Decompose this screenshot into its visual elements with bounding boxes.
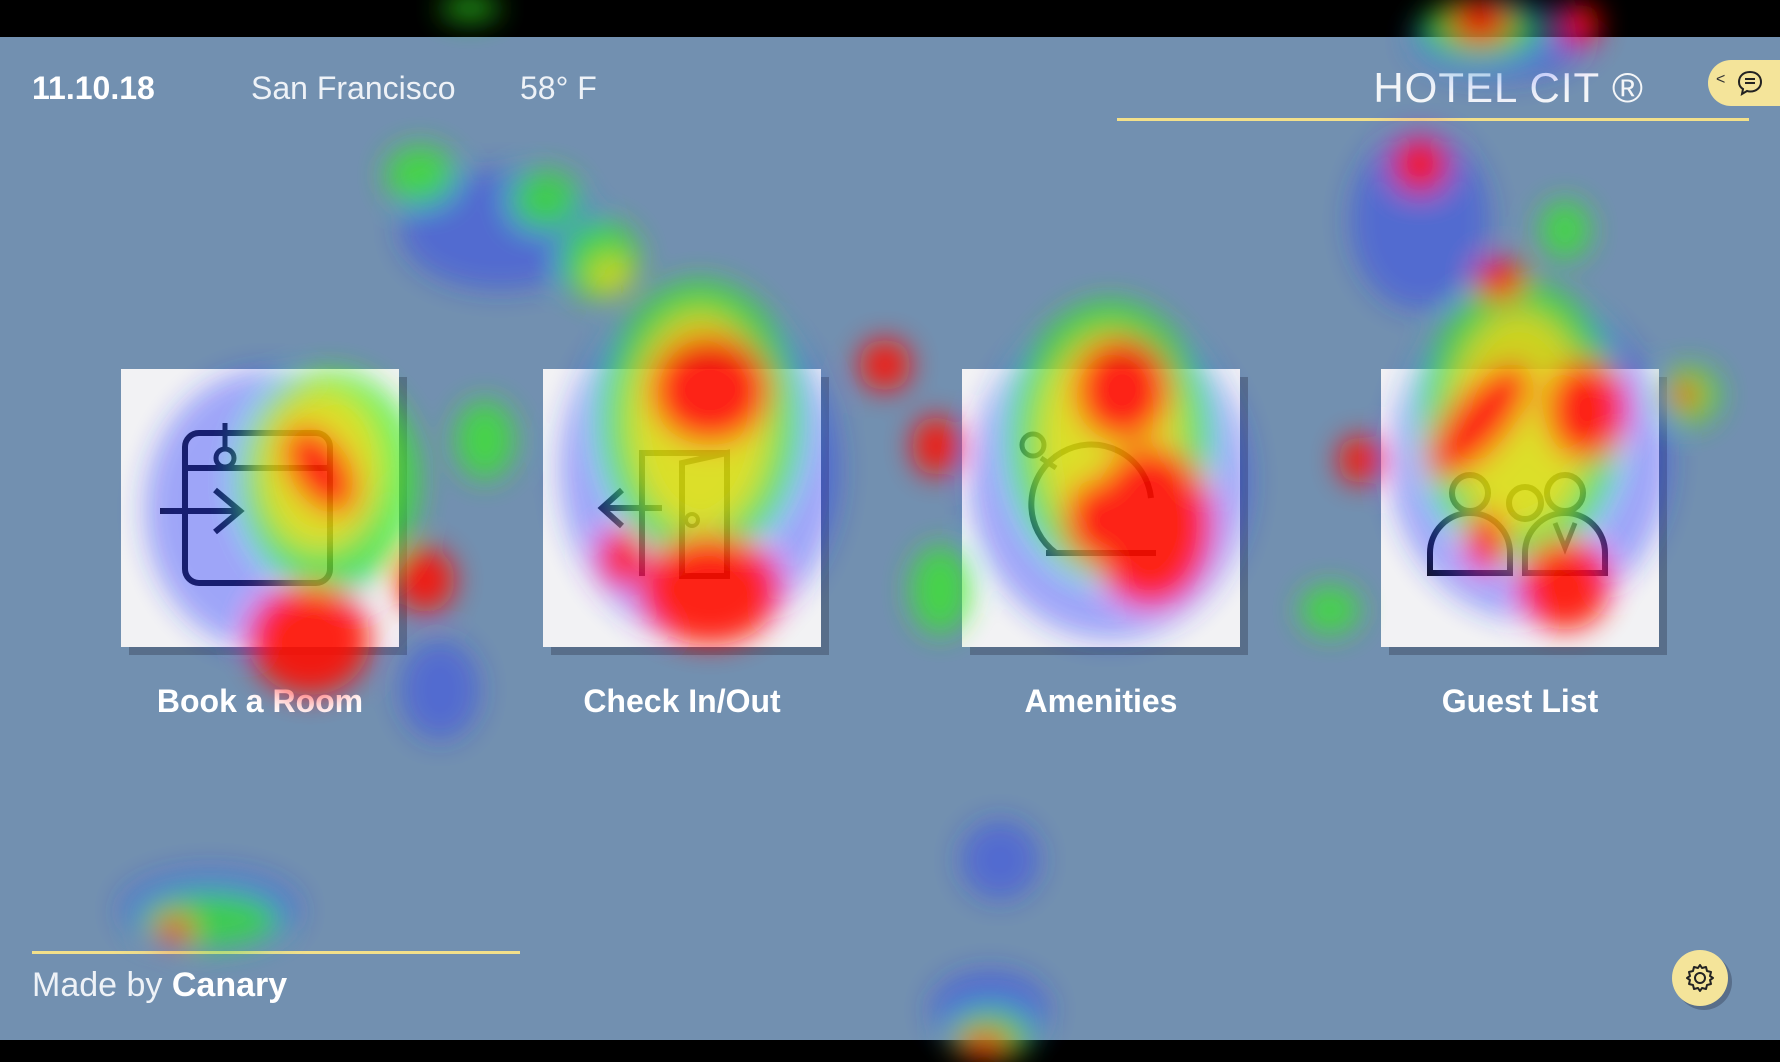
city-text: San Francisco xyxy=(251,70,456,106)
book-room-icon xyxy=(160,423,333,586)
footer-divider xyxy=(32,951,520,954)
made-by-prefix: Made by xyxy=(32,966,172,1004)
book-room-tile[interactable] xyxy=(121,369,399,647)
settings-button[interactable] xyxy=(1672,950,1728,1006)
made-by-brand[interactable]: Canary xyxy=(171,966,288,1004)
guests-icon xyxy=(1427,472,1608,576)
room-service-bell-icon xyxy=(1019,431,1156,556)
chat-button[interactable]: < xyxy=(1708,60,1780,106)
chevron-left-icon: < xyxy=(1716,71,1726,88)
date-text: 11.10.18 xyxy=(32,70,155,106)
amenities-label[interactable]: Amenities xyxy=(1024,683,1178,719)
temperature-text: 58° F xyxy=(520,70,597,106)
kiosk-screen: 11.10.18 San Francisco 58° F HOTEL CIT ®… xyxy=(0,37,1780,1040)
check-in-out-tile[interactable] xyxy=(543,369,821,647)
gear-icon xyxy=(1686,964,1714,992)
guest-list-label[interactable]: Guest List xyxy=(1441,683,1599,719)
header-divider xyxy=(1117,118,1749,121)
amenities-tile[interactable] xyxy=(962,369,1240,647)
check-in-out-label[interactable]: Check In/Out xyxy=(583,683,781,719)
book-room-label[interactable]: Book a Room xyxy=(156,683,364,719)
made-by-credit: Made by Canary xyxy=(32,966,287,1005)
chat-bubble-icon xyxy=(1737,70,1763,97)
hotel-name: HOTEL CIT ® xyxy=(1373,64,1644,111)
door-icon xyxy=(597,449,730,579)
guest-list-tile[interactable] xyxy=(1381,369,1659,647)
